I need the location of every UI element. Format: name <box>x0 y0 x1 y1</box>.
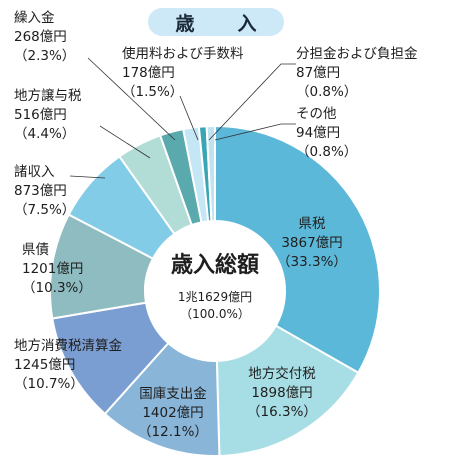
slice-label-percent-7: （4.4%） <box>14 126 75 142</box>
slice-label-value-1: 3867億円 <box>281 235 342 251</box>
slice-label-name-9: 使用料および手数料 <box>122 45 244 62</box>
slice-label-value-10: 87億円 <box>296 65 340 81</box>
chart-title: 歳 入 <box>175 12 269 35</box>
slice-label-name-8: 繰入金 <box>14 10 55 26</box>
slice-label-name-5: 県債 <box>22 242 49 258</box>
slice-label-value-6: 873億円 <box>14 183 67 199</box>
center-total: 1兆1629億円 <box>178 290 252 304</box>
slice-label-name-4: 地方消費税清算金 <box>14 338 122 354</box>
center-percent: （100.0%） <box>180 307 250 321</box>
slice-label-percent-1: （33.3%） <box>277 254 347 270</box>
slice-label-value-2: 1898億円 <box>251 385 312 401</box>
donut-hole <box>145 221 285 361</box>
slice-label-percent-2: （16.3%） <box>247 404 317 420</box>
chart-title-badge: 歳 入 <box>148 8 284 36</box>
leader-line-10 <box>208 63 296 141</box>
slice-label-value-11: 94億円 <box>296 125 340 141</box>
slice-label-percent-5: （10.3%） <box>22 280 92 296</box>
slice-label-value-5: 1201億円 <box>22 261 83 277</box>
leader-line-9 <box>179 95 199 141</box>
slice-label-name-11: その他 <box>296 106 337 122</box>
slice-label-value-7: 516億円 <box>14 107 67 123</box>
slice-label-name-7: 地方譲与税 <box>14 88 82 104</box>
leader-line-11 <box>214 123 296 141</box>
slice-label-name-2: 地方交付税 <box>248 365 316 382</box>
slice-label-name-1: 県税 <box>299 216 326 232</box>
center-title: 歳入総額 <box>171 252 259 278</box>
slice-label-percent-9: （1.5%） <box>122 84 183 100</box>
slice-label-percent-10: （0.8%） <box>296 84 357 100</box>
slice-label-percent-4: （10.7%） <box>14 376 84 392</box>
leader-line-8 <box>87 57 176 141</box>
slice-label-name-3: 国庫支出金 <box>139 386 207 402</box>
slice-label-value-8: 268億円 <box>14 29 67 45</box>
slice-label-name-6: 諸収入 <box>14 164 55 180</box>
slice-label-value-9: 178億円 <box>122 65 175 81</box>
slice-label-percent-8: （2.3%） <box>14 48 75 64</box>
slice-label-percent-6: （7.5%） <box>14 202 75 218</box>
leader-line-7 <box>99 125 151 159</box>
slice-label-value-4: 1245億円 <box>14 357 75 373</box>
slice-1 <box>214 124 381 375</box>
slice-label-percent-11: （0.8%） <box>296 144 357 160</box>
slice-label-value-3: 1402億円 <box>142 405 203 421</box>
leader-line-6 <box>69 175 106 179</box>
slice-label-percent-3: （12.1%） <box>138 424 208 440</box>
slice-label-name-10: 分担金および負担金 <box>296 46 418 62</box>
